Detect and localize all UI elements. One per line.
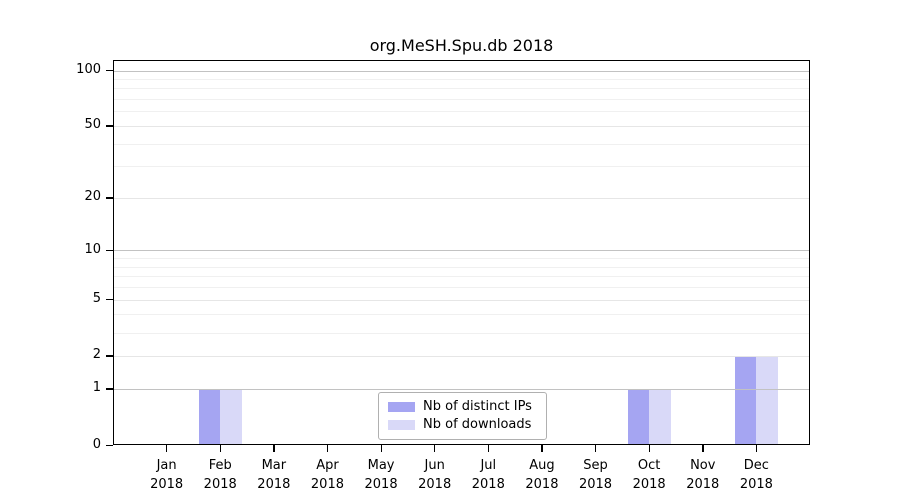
- y-tick-20: [106, 197, 113, 199]
- gridline-minor-9: [113, 258, 810, 260]
- x-tick-label-sep: Sep 2018: [578, 458, 613, 492]
- legend-row-2: Nb of downloads: [379, 416, 546, 434]
- y-tick-label-1: 1: [92, 380, 101, 396]
- legend: Nb of distinct IPs Nb of downloads: [378, 392, 547, 440]
- gridline-minor-90: [113, 78, 810, 80]
- gridline-minor-4: [113, 314, 810, 316]
- gridline-major-1: [113, 388, 810, 390]
- x-tick-label-apr: Apr 2018: [310, 458, 344, 492]
- x-tick-label-jun: Jun 2018: [418, 458, 452, 492]
- bar-downloads-feb: [220, 388, 242, 445]
- x-tick-may: [380, 445, 382, 452]
- y-tick-label-5: 5: [92, 291, 101, 307]
- x-tick-jul: [487, 445, 490, 452]
- y-tick-100: [106, 70, 113, 72]
- gridline-minor-8: [113, 266, 810, 268]
- y-tick-5: [106, 299, 113, 301]
- x-tick-apr: [326, 445, 329, 452]
- bar-distinct-ips-dec: [734, 355, 757, 445]
- y-tick-2: [106, 355, 113, 357]
- x-tick-jun: [434, 445, 436, 452]
- gridline-major-20: [113, 197, 810, 199]
- x-tick-sep: [595, 445, 597, 452]
- gridline-major-100: [113, 70, 810, 72]
- x-tick-label-aug: Aug 2018: [525, 458, 559, 492]
- x-tick-label-oct: Oct 2018: [632, 458, 666, 492]
- gridline-major-50: [113, 125, 810, 127]
- legend-swatch-distinct-ips: [388, 402, 415, 412]
- gridline-major-2: [113, 355, 810, 357]
- gridline-minor-70: [113, 99, 810, 101]
- gridline-minor-6: [113, 287, 810, 289]
- legend-label-distinct-ips: Nb of distinct IPs: [423, 399, 532, 414]
- plot-area: 0 1 2 5 10 20 50 100 Jan 2018 Feb 2018 Mar 2018 Ap…: [76, 60, 810, 492]
- gridline-minor-80: [113, 88, 810, 90]
- y-tick-label-10: 10: [84, 241, 101, 257]
- gridline-minor-7: [113, 276, 810, 278]
- legend-label-downloads: Nb of downloads: [423, 417, 532, 432]
- bar-distinct-ips-oct: [627, 388, 650, 445]
- y-tick-50: [106, 125, 113, 127]
- chart-title: org.MeSH.Spu.db 2018: [369, 36, 554, 55]
- x-tick-label-jul: Jul 2018: [471, 458, 505, 492]
- x-tick-dec: [755, 445, 758, 452]
- bar-distinct-ips-feb: [198, 388, 221, 445]
- x-tick-label-mar: Mar 2018: [257, 458, 291, 492]
- y-tick-label-2: 2: [92, 347, 101, 363]
- x-tick-oct: [648, 445, 650, 452]
- gridline-minor-60: [113, 111, 810, 113]
- gridline-minor-3: [113, 332, 810, 334]
- bar-downloads-oct: [649, 388, 671, 445]
- gridline-minor-30: [113, 166, 810, 168]
- legend-row-1: Nb of distinct IPs: [379, 398, 546, 416]
- gridline-major-10: [113, 250, 810, 252]
- bar-downloads-dec: [756, 355, 778, 445]
- x-tick-jan: [166, 445, 168, 452]
- x-tick-label-may: May 2018: [364, 458, 398, 492]
- y-tick-1: [106, 388, 113, 390]
- x-tick-nov: [702, 445, 704, 452]
- gridline-minor-40: [113, 143, 810, 145]
- x-tick-label-jan: Jan 2018: [150, 458, 184, 492]
- y-tick-0: [106, 444, 113, 446]
- x-tick-feb: [219, 445, 222, 452]
- legend-swatch-downloads: [388, 420, 415, 430]
- x-tick-label-dec: Dec 2018: [739, 458, 773, 492]
- x-tick-label-feb: Feb 2018: [203, 458, 237, 492]
- x-tick-mar: [273, 445, 275, 452]
- x-tick-label-nov: Nov 2018: [686, 458, 720, 492]
- y-tick-label-100: 100: [76, 62, 101, 78]
- y-tick-label-20: 20: [84, 189, 101, 205]
- y-tick-label-50: 50: [84, 117, 101, 133]
- x-tick-aug: [541, 445, 543, 452]
- y-tick-10: [106, 249, 113, 252]
- y-tick-label-0: 0: [92, 436, 101, 452]
- gridline-major-5: [113, 299, 810, 301]
- plot-frame: [113, 60, 810, 445]
